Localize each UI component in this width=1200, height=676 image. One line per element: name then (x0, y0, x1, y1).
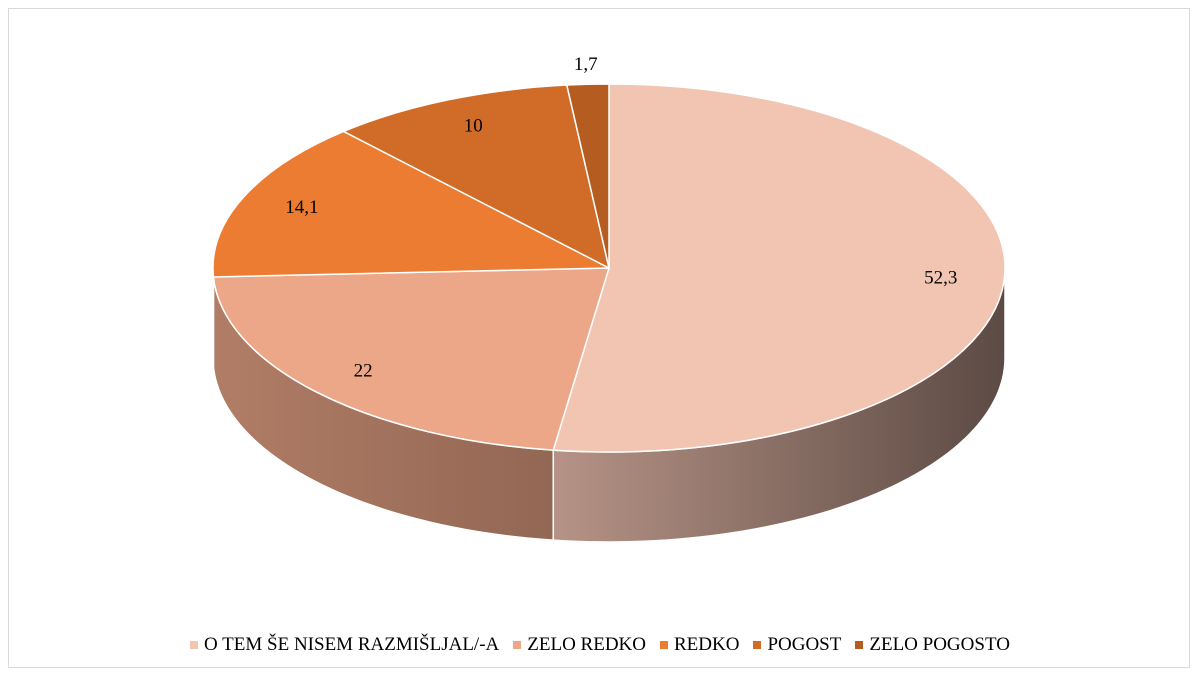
pie-slice (565, 83, 610, 269)
legend-item: O TEM ŠE NISEM RAZMIŠLJAL/-A (190, 634, 499, 656)
legend: O TEM ŠE NISEM RAZMIŠLJAL/-A ZELO REDKO RE… (0, 634, 1200, 656)
legend-label: O TEM ŠE NISEM RAZMIŠLJAL/-A (204, 634, 500, 655)
legend-label: POGOST (767, 634, 842, 655)
legend-item: POGOST (753, 634, 841, 656)
data-label: 22 (354, 360, 373, 381)
legend-item: ZELO POGOSTO (855, 634, 1010, 656)
legend-item: REDKO (660, 634, 739, 656)
data-label: 52,3 (924, 267, 957, 288)
chart-frame (8, 8, 1190, 668)
legend-swatch (190, 641, 199, 649)
legend-swatch (660, 641, 668, 649)
data-label: 14,1 (285, 197, 318, 218)
legend-label: ZELO REDKO (527, 634, 646, 655)
legend-swatch (855, 641, 864, 649)
pie-slice (341, 84, 611, 270)
legend-label: REDKO (674, 634, 740, 655)
legend-swatch (753, 641, 762, 649)
data-label: 10 (464, 115, 483, 136)
legend-label: ZELO POGOSTO (869, 634, 1010, 655)
pie-slice (552, 83, 1006, 453)
pie-slice (212, 130, 610, 278)
pie-slice (212, 267, 611, 451)
legend-item: ZELO REDKO (513, 634, 646, 656)
legend-swatch (513, 641, 522, 649)
data-label: 1,7 (574, 54, 598, 75)
